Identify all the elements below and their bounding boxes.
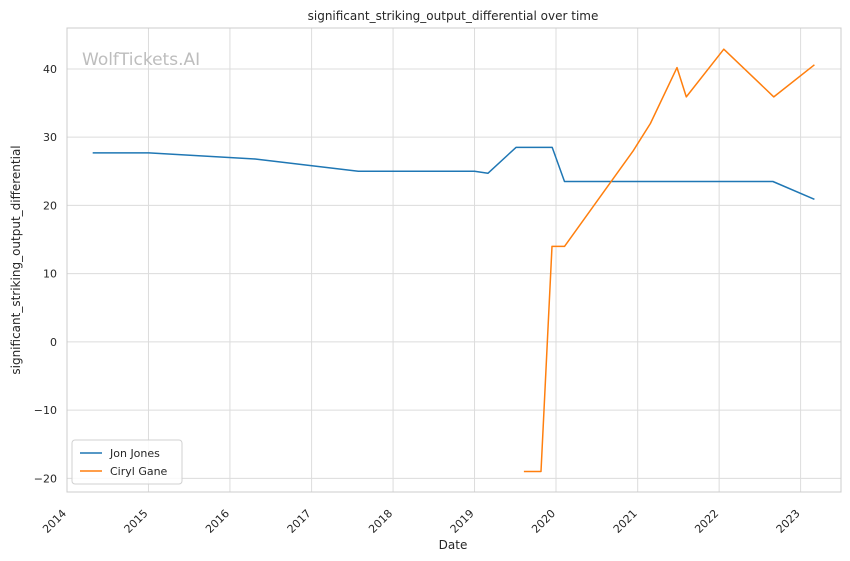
y-axis-label: significant_striking_output_differential [9,145,23,374]
y-tick-label: 0 [50,336,57,349]
data-point [254,158,256,160]
data-point [92,152,94,154]
legend-label-jon-jones: Jon Jones [109,447,160,460]
data-point [515,147,517,149]
legend-label-ciryl-gane: Ciryl Gane [110,465,168,478]
data-point [551,246,553,248]
y-tick-label: −20 [34,472,57,485]
data-point [686,96,688,98]
data-point [474,171,476,173]
data-point [814,199,816,201]
y-tick-label: 30 [43,131,57,144]
series-layer [92,48,816,473]
plot-area-frame [66,27,842,493]
data-point [650,123,652,125]
y-tick-label: 40 [43,63,57,76]
y-tick-label: 10 [43,268,57,281]
data-point [148,152,150,154]
series-line-jon-jones [92,146,815,200]
data-point [487,173,489,175]
data-point [540,471,542,473]
series-line-ciryl-gane [523,48,815,473]
data-point [564,246,566,248]
data-point [632,150,634,152]
legend-box [71,439,183,485]
data-point [358,171,360,173]
y-tick-label: −10 [34,404,57,417]
x-axis-label: Date [439,538,468,552]
y-axis-ticks: −20 −10 0 10 20 30 40 [34,63,57,485]
watermark-text: WolfTickets.AI [82,50,200,70]
data-point [551,147,553,149]
y-tick-label: 20 [43,199,57,212]
data-point [773,96,775,98]
data-point [772,181,774,183]
data-point [564,181,566,183]
data-point [676,67,678,69]
data-point [814,64,816,66]
legend: Jon Jones Ciryl Gane [71,439,183,485]
data-point [523,471,525,473]
chart-title: significant_striking_output_differential… [308,9,599,23]
data-point [723,48,725,50]
